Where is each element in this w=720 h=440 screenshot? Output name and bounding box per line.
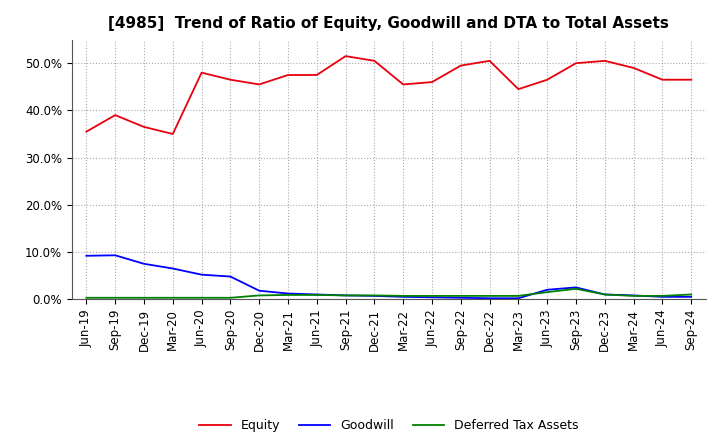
Deferred Tax Assets — [312, 292, 321, 297]
Equity — [140, 124, 148, 129]
Equity — [255, 82, 264, 87]
Goodwill — [485, 296, 494, 301]
Equity — [514, 87, 523, 92]
Deferred Tax Assets — [687, 292, 696, 297]
Equity — [600, 58, 609, 63]
Legend: Equity, Goodwill, Deferred Tax Assets: Equity, Goodwill, Deferred Tax Assets — [194, 414, 583, 437]
Equity — [341, 54, 350, 59]
Goodwill — [456, 295, 465, 301]
Equity — [485, 58, 494, 63]
Deferred Tax Assets — [111, 295, 120, 301]
Equity — [197, 70, 206, 75]
Deferred Tax Assets — [284, 292, 292, 297]
Deferred Tax Assets — [341, 293, 350, 298]
Goodwill — [197, 272, 206, 277]
Line: Deferred Tax Assets: Deferred Tax Assets — [86, 289, 691, 298]
Deferred Tax Assets — [485, 293, 494, 298]
Equity — [399, 82, 408, 87]
Equity — [226, 77, 235, 82]
Goodwill — [572, 285, 580, 290]
Deferred Tax Assets — [428, 293, 436, 298]
Goodwill — [312, 292, 321, 297]
Deferred Tax Assets — [255, 293, 264, 298]
Equity — [629, 65, 638, 70]
Title: [4985]  Trend of Ratio of Equity, Goodwill and DTA to Total Assets: [4985] Trend of Ratio of Equity, Goodwil… — [109, 16, 669, 32]
Equity — [111, 113, 120, 118]
Deferred Tax Assets — [658, 293, 667, 298]
Equity — [456, 63, 465, 68]
Goodwill — [82, 253, 91, 258]
Equity — [658, 77, 667, 82]
Deferred Tax Assets — [543, 290, 552, 295]
Equity — [370, 58, 379, 63]
Equity — [572, 61, 580, 66]
Goodwill — [370, 293, 379, 298]
Goodwill — [658, 294, 667, 300]
Equity — [543, 77, 552, 82]
Deferred Tax Assets — [399, 293, 408, 298]
Deferred Tax Assets — [197, 295, 206, 301]
Deferred Tax Assets — [456, 293, 465, 298]
Line: Goodwill: Goodwill — [86, 255, 691, 298]
Line: Equity: Equity — [86, 56, 691, 134]
Deferred Tax Assets — [572, 286, 580, 291]
Goodwill — [341, 293, 350, 298]
Goodwill — [543, 287, 552, 293]
Deferred Tax Assets — [629, 293, 638, 298]
Equity — [284, 72, 292, 77]
Deferred Tax Assets — [140, 295, 148, 301]
Deferred Tax Assets — [600, 292, 609, 297]
Goodwill — [629, 293, 638, 298]
Goodwill — [255, 288, 264, 293]
Equity — [428, 80, 436, 85]
Deferred Tax Assets — [370, 293, 379, 298]
Deferred Tax Assets — [168, 295, 177, 301]
Equity — [687, 77, 696, 82]
Deferred Tax Assets — [82, 295, 91, 301]
Goodwill — [514, 296, 523, 301]
Goodwill — [284, 291, 292, 296]
Goodwill — [168, 266, 177, 271]
Goodwill — [428, 295, 436, 300]
Deferred Tax Assets — [514, 293, 523, 298]
Deferred Tax Assets — [226, 295, 235, 301]
Goodwill — [226, 274, 235, 279]
Equity — [82, 129, 91, 134]
Equity — [168, 132, 177, 137]
Goodwill — [687, 294, 696, 300]
Equity — [312, 72, 321, 77]
Goodwill — [140, 261, 148, 267]
Goodwill — [600, 292, 609, 297]
Goodwill — [399, 294, 408, 300]
Goodwill — [111, 253, 120, 258]
